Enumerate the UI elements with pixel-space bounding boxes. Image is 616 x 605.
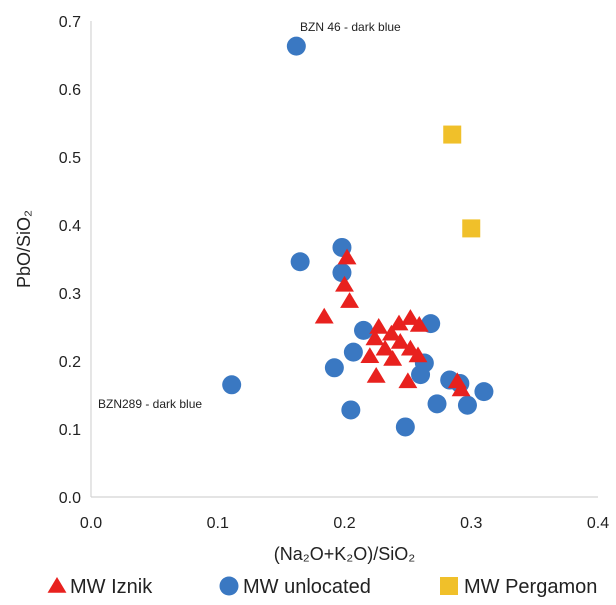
point-circle (354, 320, 374, 340)
point-triangle (314, 307, 334, 324)
y-tick-label: 0.2 (59, 354, 81, 371)
y-tick-label: 0.3 (59, 286, 81, 303)
point-circle (290, 252, 310, 272)
legend-item-unlocated: MW unlocated (219, 576, 371, 598)
point-triangle (383, 349, 403, 366)
legend-marker-iznik (47, 577, 67, 593)
point-triangle (365, 329, 385, 346)
x-tick-label: 0.4 (587, 515, 609, 532)
point-square (443, 125, 462, 144)
y-tick-label: 0.6 (59, 82, 81, 99)
point-triangle (390, 332, 410, 349)
annotation-bzn289: BZN289 - dark blue (98, 397, 202, 411)
legend-marker-pergamon (440, 577, 458, 595)
point-triangle (381, 324, 401, 341)
point-circle (411, 365, 431, 385)
point-triangle (398, 372, 418, 389)
axes (90, 21, 598, 498)
point-circle (427, 394, 447, 414)
x-tick-label: 0.0 (80, 515, 102, 532)
point-triangle (337, 248, 357, 265)
legend: MW Iznik MW unlocated MW Pergamon (47, 576, 597, 598)
point-triangle (409, 315, 429, 332)
point-circle (474, 382, 494, 402)
point-circle (222, 375, 242, 395)
y-tick-label: 0.7 (59, 14, 81, 31)
legend-label-iznik: MW Iznik (70, 576, 153, 598)
point-circle (395, 417, 415, 437)
point-triangle (389, 314, 409, 331)
point-circle (457, 395, 477, 415)
y-tick-label: 0.5 (59, 150, 81, 167)
annotation-bzn46: BZN 46 - dark blue (300, 20, 401, 34)
legend-item-iznik: MW Iznik (47, 576, 153, 598)
y-tick-label: 0.4 (59, 218, 81, 235)
point-triangle (366, 366, 386, 383)
y-tick-label: 0.0 (59, 490, 81, 507)
point-triangle (360, 347, 380, 363)
point-circle (286, 36, 306, 56)
annotations: BZN 46 - dark blue BZN289 - dark blue (98, 20, 401, 411)
point-triangle (375, 339, 395, 356)
x-tick-label: 0.3 (460, 515, 482, 532)
point-triangle (408, 346, 428, 363)
point-circle (341, 400, 361, 420)
point-triangle (451, 380, 471, 397)
y-tick-labels: 0.0 0.1 0.2 0.3 0.4 0.5 0.6 0.7 (59, 14, 81, 507)
x-tick-label: 0.1 (207, 515, 229, 532)
legend-marker-unlocated (219, 576, 239, 596)
legend-label-pergamon: MW Pergamon (464, 576, 597, 598)
point-circle (332, 263, 352, 283)
x-tick-labels: 0.0 0.1 0.2 0.3 0.4 (80, 515, 609, 532)
point-circle (343, 342, 363, 362)
point-triangle (400, 309, 420, 325)
x-axis-title: (Na₂O+K₂O)/SiO₂ (274, 544, 416, 564)
x-tick-label: 0.2 (333, 515, 355, 532)
point-square (462, 219, 481, 238)
legend-label-unlocated: MW unlocated (243, 576, 371, 598)
point-triangle (335, 275, 354, 292)
y-axis-title: PbO/SiO₂ (14, 210, 34, 288)
legend-item-pergamon: MW Pergamon (440, 576, 597, 598)
point-circle (324, 358, 344, 378)
point-triangle (369, 318, 389, 334)
data-points (222, 36, 494, 437)
y-tick-label: 0.1 (59, 422, 81, 439)
point-triangle (340, 292, 360, 308)
